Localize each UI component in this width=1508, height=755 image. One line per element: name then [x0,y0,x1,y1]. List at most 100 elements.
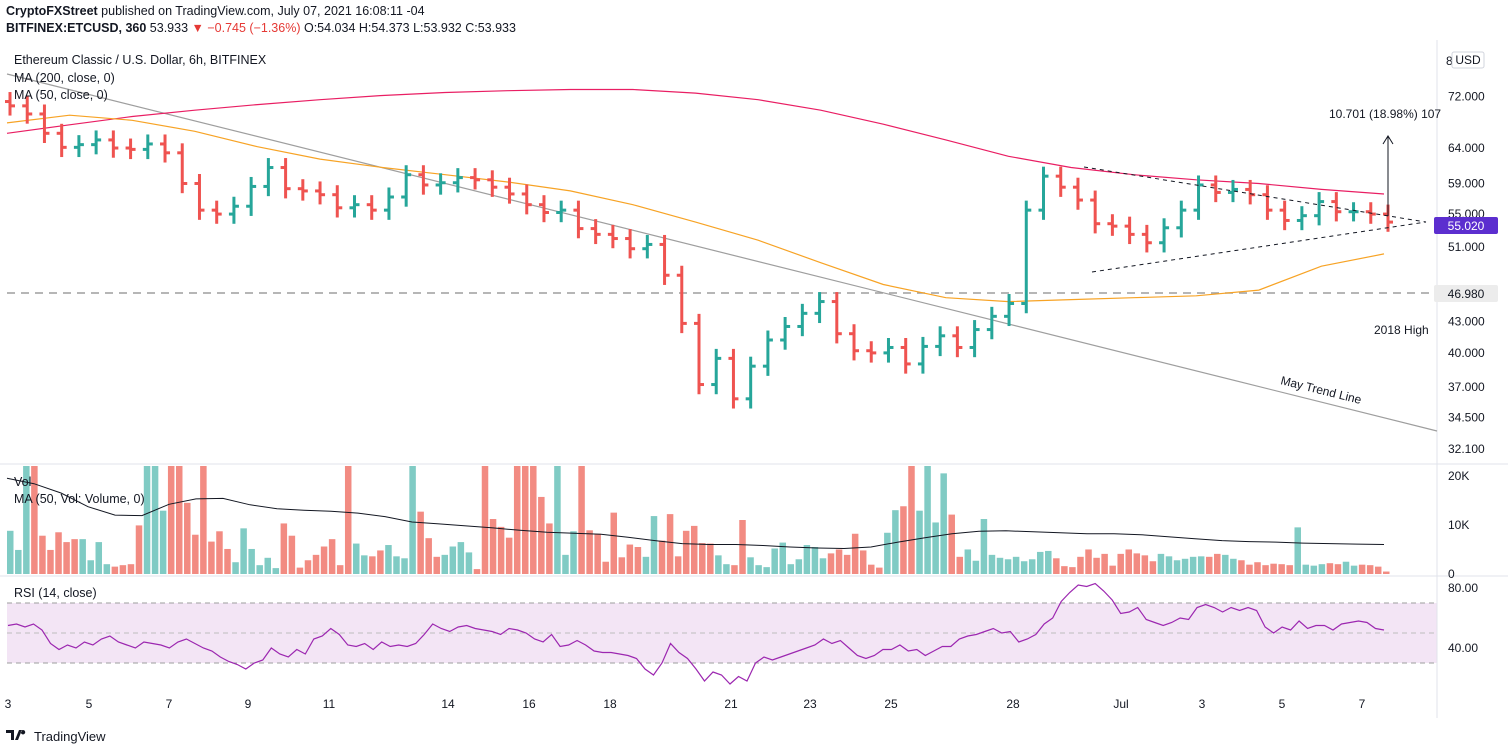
currency-label: USD [1455,53,1481,67]
publish-info: CryptoFXStreet published on TradingView.… [6,3,425,20]
volume-bar [304,560,312,574]
volume-bar [1214,553,1221,574]
price-bar [297,179,308,201]
price-bar [125,138,136,160]
volume-bar [232,562,239,574]
price-bar [1159,218,1170,253]
volume-bar [167,466,175,574]
volume-bar [1358,564,1366,574]
volume-bar [916,510,923,574]
volume-bar [538,496,545,574]
target-annotation[interactable]: 10.701 (18.98%) 107 [1329,107,1441,121]
volume-bar [1028,559,1036,574]
price-bar [676,265,687,334]
volume-bar [650,516,658,574]
time-tick-label: 18 [603,697,617,711]
volume-bar [1133,553,1141,574]
price-bar [177,143,188,194]
volume-bar [731,565,738,574]
volume-bar [1157,553,1165,574]
volume-bar [353,543,360,574]
legend-title[interactable]: Ethereum Classic / U.S. Dollar, 6h, BITF… [14,53,267,67]
volume-bar [674,556,682,574]
price-bar [418,165,429,195]
price-bar [831,292,842,344]
time-tick-label: 3 [1199,697,1206,711]
time-tick-label: 25 [884,697,898,711]
volume-bar [1197,556,1205,574]
triangle-lower-line[interactable] [1091,221,1427,273]
volume-bar [924,466,931,574]
volume-bar [859,550,867,574]
legend-ma200[interactable]: MA (200, close, 0) [14,71,115,85]
price-bar [1193,175,1204,220]
price-bar [607,224,618,249]
volume-bar [610,512,618,574]
price-bar [642,234,653,259]
volume-bar [1117,553,1124,574]
price-bar [849,324,860,361]
price-bar [280,158,291,199]
price-bar [917,336,928,374]
price-bar [435,173,446,195]
price-bar [1021,200,1032,314]
current-price-label: 55.020 [1448,219,1485,233]
volume-bar [272,568,280,574]
volume-bar [1238,560,1245,574]
footer-branding[interactable]: TradingView [6,728,106,744]
price-bar [900,337,911,374]
price-bar [5,92,15,116]
price-bar [211,200,222,224]
rsi-line [7,582,1385,685]
volume-bar [192,534,199,574]
volume-bar [876,567,883,574]
volume-bar [336,565,344,574]
volume-bar [715,555,722,574]
price-bar [762,330,773,376]
volume-bar [851,533,859,574]
level-price-label: 46.980 [1448,287,1485,301]
volume-bar [1053,558,1060,574]
legend-ma50[interactable]: MA (50, close, 0) [14,88,108,102]
legend-vol-ma[interactable]: MA (50, Vol: Volume, 0) [14,492,145,506]
price-tick-label: 51.000 [1448,240,1485,254]
price-bar [39,104,50,143]
volume-tick-label: 20K [1448,469,1469,483]
legend-rsi[interactable]: RSI (14, close) [14,586,97,600]
volume-bar [739,520,746,574]
price-bar [1210,175,1221,203]
volume-bar [425,538,432,574]
volume-bar [1149,561,1157,574]
price-bar [142,134,153,160]
volume-bar [1366,565,1374,574]
volume-bar [441,554,449,574]
currency-badge[interactable] [1451,51,1485,69]
legend-vol[interactable]: Vol [14,475,32,489]
volume-bar [578,466,585,574]
triangle-upper-line[interactable] [1083,166,1427,223]
volume-bar [827,553,835,574]
volume-bar [409,466,416,574]
level-2018-high-label[interactable]: 2018 High [1374,323,1429,337]
volume-bar [868,564,875,574]
price-bar [108,130,119,158]
price-bar [332,185,343,218]
price-bar [1331,192,1342,222]
volume-bar [1101,553,1108,574]
volume-bar [602,561,609,574]
volume-bar [594,533,601,574]
volume-bar [1318,564,1326,574]
price-bar [1141,224,1152,253]
symbol-label[interactable]: BITFINEX:ETCUSD, 360 [6,21,147,35]
price-tick-label: 64.000 [1448,141,1485,155]
price-bar [56,123,67,158]
may-trend-line[interactable] [6,73,1438,432]
volume-bar [288,535,296,574]
publisher-name[interactable]: CryptoFXStreet [6,4,98,18]
level-price-tag [1434,285,1498,302]
target-arrow-head [1382,135,1394,145]
time-tick-label: 9 [245,697,252,711]
volume-bar [296,567,304,574]
volume-bar [884,532,891,574]
